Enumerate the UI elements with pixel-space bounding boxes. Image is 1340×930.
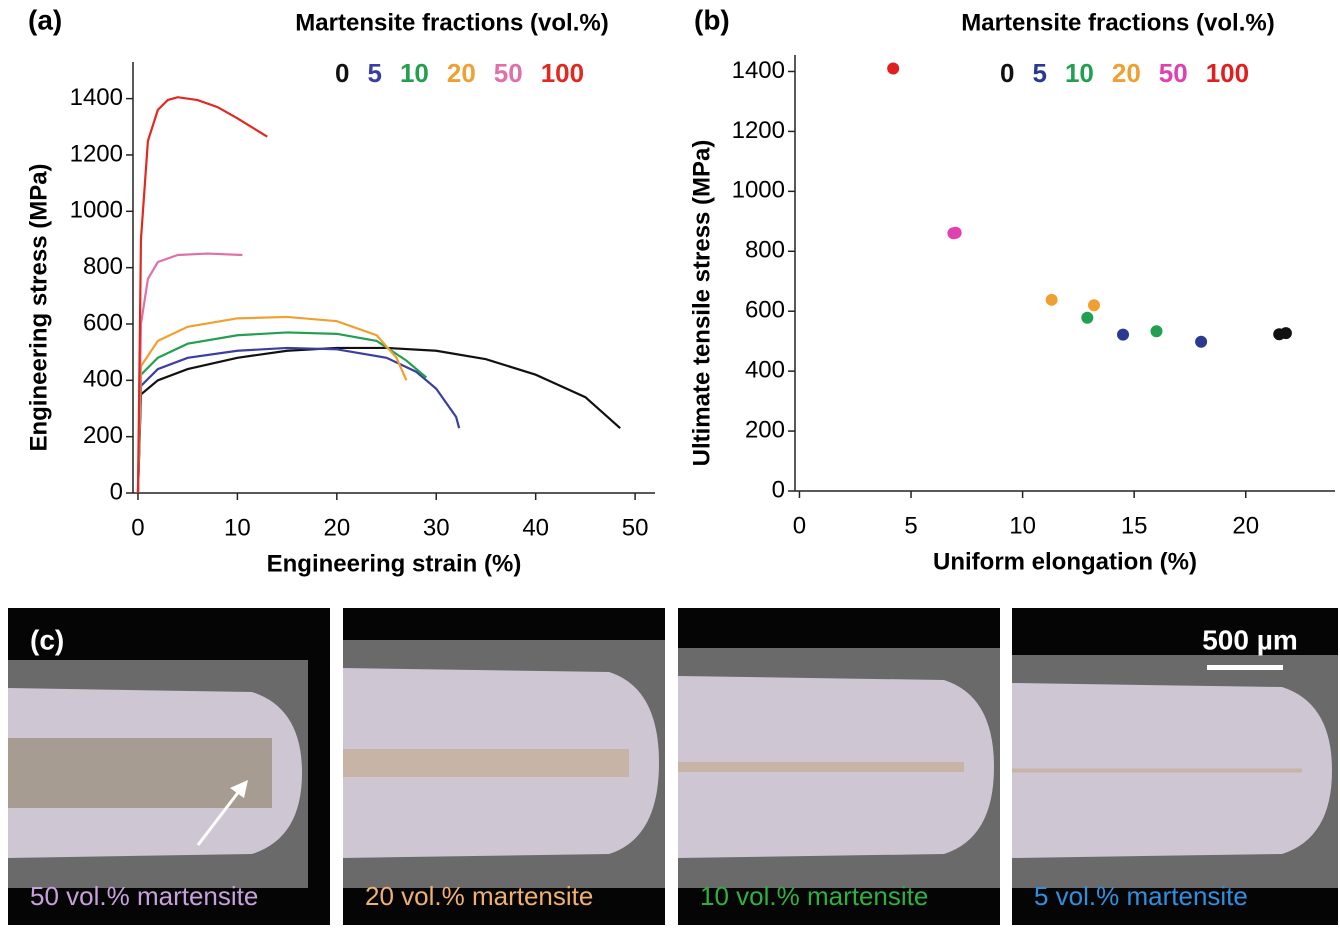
data-point <box>1195 336 1207 348</box>
y-tick-label: 400 <box>745 356 785 383</box>
x-tick-label: 10 <box>1009 512 1036 539</box>
stress-strain-curve <box>138 97 267 493</box>
x-tick-label: 5 <box>904 512 917 539</box>
legend-entry: 50 <box>1159 58 1188 88</box>
micrograph-caption: 5 vol.% martensite <box>1034 881 1248 911</box>
figure: 010203040500200400600800100012001400(a)M… <box>0 0 1340 925</box>
micrograph-caption: 10 vol.% martensite <box>700 881 928 911</box>
data-point <box>1150 325 1162 337</box>
data-point <box>1081 312 1093 324</box>
y-tick-label: 200 <box>745 416 785 443</box>
scale-bar-label: 500 µm <box>1202 624 1298 655</box>
legend-title: Martensite fractions (vol.%) <box>961 9 1274 36</box>
y-axis-label: Ultimate tensile stress (MPa) <box>688 140 715 467</box>
legend-entry: 10 <box>400 58 429 88</box>
data-point <box>887 62 899 74</box>
x-tick-label: 30 <box>423 514 450 541</box>
micrograph-caption: 50 vol.% martensite <box>30 881 258 911</box>
x-tick-label: 50 <box>622 514 649 541</box>
legend-entry: 10 <box>1065 58 1094 88</box>
legend-entry: 0 <box>1000 58 1014 88</box>
legend-title: Martensite fractions (vol.%) <box>295 9 608 36</box>
y-tick-label: 1200 <box>732 117 785 144</box>
x-tick-label: 10 <box>224 514 251 541</box>
legend-entry: 20 <box>1112 58 1141 88</box>
y-tick-label: 800 <box>745 237 785 264</box>
y-tick-label: 600 <box>745 297 785 324</box>
x-tick-label: 15 <box>1121 512 1148 539</box>
data-point <box>1046 294 1058 306</box>
legend-entry: 20 <box>447 58 476 88</box>
scale-bar <box>1207 665 1283 670</box>
legend-entry: 100 <box>541 58 584 88</box>
y-tick-label: 1000 <box>70 197 123 224</box>
data-point <box>1117 329 1129 341</box>
y-tick-label: 600 <box>83 309 123 336</box>
x-tick-label: 0 <box>793 512 806 539</box>
legend-entry: 5 <box>367 58 381 88</box>
y-tick-label: 0 <box>110 478 123 505</box>
y-tick-label: 200 <box>83 422 123 449</box>
legend-entry: 0 <box>335 58 349 88</box>
y-tick-label: 1400 <box>70 84 123 111</box>
y-tick-label: 1200 <box>70 140 123 167</box>
x-tick-label: 20 <box>1232 512 1259 539</box>
x-axis-label: Uniform elongation (%) <box>933 548 1197 575</box>
legend-entry: 50 <box>494 58 523 88</box>
y-tick-label: 1000 <box>732 177 785 204</box>
legend-entry: 5 <box>1032 58 1046 88</box>
martensite-band <box>1012 769 1302 773</box>
panel-label: (c) <box>30 624 64 655</box>
legend-entry: 100 <box>1206 58 1249 88</box>
stress-strain-curve <box>138 348 620 493</box>
martensite-band <box>343 749 629 777</box>
y-tick-label: 0 <box>772 476 785 503</box>
x-tick-label: 20 <box>323 514 350 541</box>
panel-label: (a) <box>28 4 62 35</box>
x-tick-label: 0 <box>131 514 144 541</box>
y-tick-label: 1400 <box>732 57 785 84</box>
martensite-band <box>678 762 964 772</box>
x-tick-label: 40 <box>522 514 549 541</box>
stress-strain-curve <box>138 317 406 493</box>
x-axis-label: Engineering strain (%) <box>267 550 522 577</box>
micrograph-caption: 20 vol.% martensite <box>365 881 593 911</box>
data-point <box>950 227 962 239</box>
panel-label: (b) <box>694 4 730 35</box>
y-tick-label: 800 <box>83 253 123 280</box>
data-point <box>1088 299 1100 311</box>
y-axis-label: Engineering stress (MPa) <box>25 163 52 451</box>
y-tick-label: 400 <box>83 366 123 393</box>
data-point <box>1280 327 1292 339</box>
